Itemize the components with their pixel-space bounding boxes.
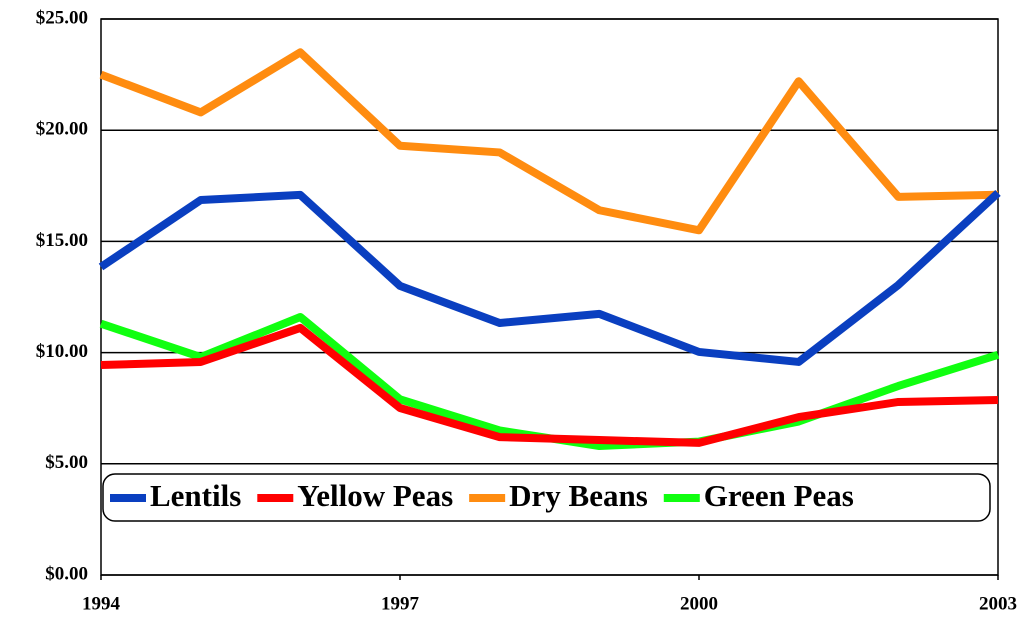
legend-label: Yellow Peas (297, 478, 453, 513)
legend-label: Green Peas (704, 478, 854, 513)
x-tick-label: 2003 (979, 593, 1017, 614)
legend-label: Dry Beans (509, 478, 648, 513)
legend: Lentils Yellow Peas Dry Beans Green Peas (102, 473, 991, 522)
y-tick-label: $10.00 (36, 341, 88, 362)
legend-box (102, 473, 991, 522)
y-tick-label: $0.00 (45, 563, 88, 584)
series-line (99, 48, 999, 235)
y-tick-label: $20.00 (36, 119, 88, 140)
y-tick-label: $5.00 (45, 452, 88, 473)
series-line (100, 323, 999, 447)
series-line (98, 189, 1001, 366)
x-tick-label: 1997 (381, 593, 420, 614)
series-line (99, 313, 1000, 451)
legend-label: Lentils (150, 478, 241, 513)
y-tick-label: $15.00 (36, 230, 88, 251)
plot-frame (100, 18, 999, 576)
x-tick-label: 1994 (82, 593, 121, 614)
x-tick-label: 2000 (680, 593, 718, 614)
y-tick-label: $25.00 (36, 7, 88, 28)
